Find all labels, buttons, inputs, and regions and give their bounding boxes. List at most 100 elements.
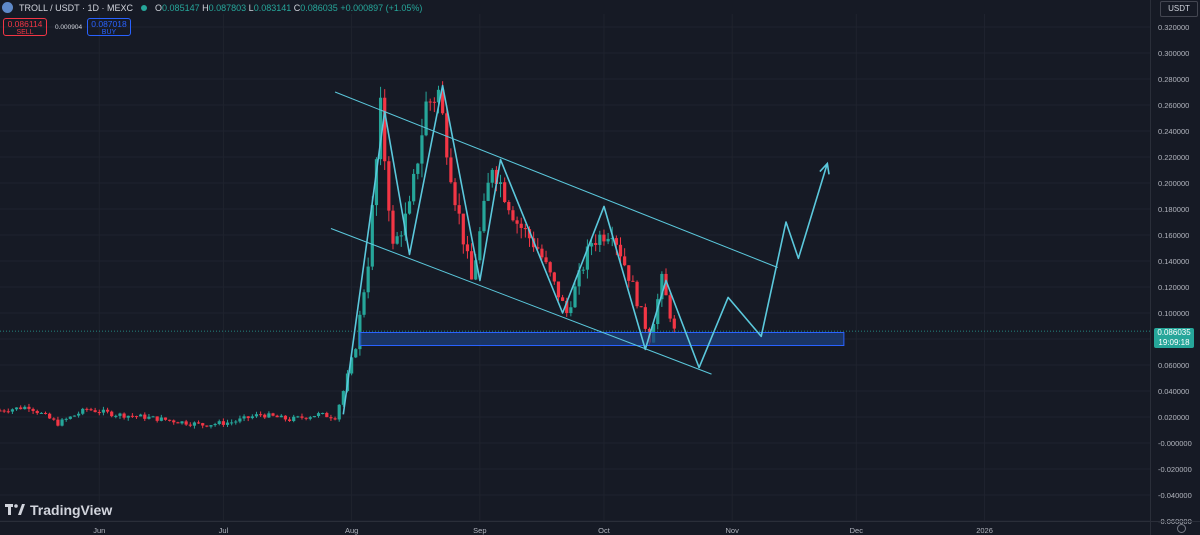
candle-body <box>250 416 254 419</box>
candle-body <box>623 256 627 266</box>
arrow-head <box>819 161 830 175</box>
candle-body <box>627 265 631 281</box>
candle-body <box>163 417 168 420</box>
time-axis[interactable]: Jun Jul Aug Sep Oct Nov Dec 2026 <box>0 521 1200 535</box>
candle-body <box>217 421 221 425</box>
candle-body <box>383 97 387 162</box>
ohlc-values: O0.085147 H0.087803 L0.083141 C0.086035 … <box>155 3 422 13</box>
candle-body <box>589 243 594 247</box>
candle-body <box>201 423 205 426</box>
candle-body <box>76 413 81 416</box>
time-tick-label: 2026 <box>976 526 993 535</box>
candle-body <box>172 420 176 423</box>
candle-body <box>416 163 420 174</box>
time-tick-label: Sep <box>473 526 486 535</box>
candle-body <box>412 173 416 202</box>
candle-body <box>43 412 48 414</box>
candle-body <box>573 286 577 308</box>
candle-body <box>279 415 283 418</box>
candle-body <box>523 227 527 230</box>
chart-settings-icon[interactable] <box>1177 524 1186 533</box>
time-tick-label: Aug <box>345 526 358 535</box>
price-axis[interactable]: 0.320000 0.300000 0.280000 0.260000 0.240000… <box>1150 0 1192 535</box>
candle-body <box>395 236 399 244</box>
candle-body <box>424 101 428 136</box>
candle-body <box>552 272 556 282</box>
buy-button[interactable]: 0.087018 BUY <box>87 18 131 36</box>
candle-body <box>585 246 590 270</box>
candle-body <box>503 182 507 202</box>
candle-body <box>581 269 585 271</box>
candle-body <box>151 416 155 418</box>
candle-body <box>176 422 180 424</box>
chart-grid <box>0 14 1150 522</box>
candle-body <box>407 201 412 214</box>
candle-body <box>660 273 664 300</box>
price-tick-label: 0.300000 <box>1158 49 1189 58</box>
candle-body <box>445 113 449 158</box>
candle-body <box>602 234 606 242</box>
candle-body <box>350 357 354 374</box>
candle-body <box>52 418 56 420</box>
sell-button[interactable]: 0.086114 SELL <box>3 18 47 36</box>
candle-body <box>213 424 217 426</box>
candle-body <box>478 231 482 261</box>
sell-label: SELL <box>16 29 34 36</box>
candle-body <box>292 416 296 421</box>
spread-value: 0.000904 <box>55 24 83 31</box>
tradingview-logo-icon <box>5 504 25 515</box>
candle-body <box>618 244 623 257</box>
candle-body <box>221 421 225 425</box>
price-tick-label: 0.200000 <box>1158 179 1189 188</box>
price-tick-label: 0.120000 <box>1158 283 1189 292</box>
price-tick-label: 0.220000 <box>1158 153 1189 162</box>
buy-price: 0.087018 <box>91 19 127 29</box>
candle-body <box>122 413 126 418</box>
price-tick-label: 0.180000 <box>1158 205 1189 214</box>
candle-body <box>296 416 300 418</box>
brand-name: TradingView <box>30 502 113 518</box>
candle-body <box>6 411 10 413</box>
candle-body <box>457 205 461 214</box>
candle-body <box>139 414 143 417</box>
chart-drawings <box>0 84 1150 415</box>
candle-body <box>461 213 465 245</box>
candle-body <box>168 419 172 421</box>
candle-body <box>93 410 97 413</box>
candle-body <box>569 307 573 314</box>
symbol-title[interactable]: TROLL / USDT · 1D · MEXC <box>19 2 134 13</box>
candle-body <box>519 223 523 228</box>
candle-body <box>527 229 532 239</box>
candle-body <box>263 414 267 418</box>
candle-body <box>242 416 246 419</box>
candle-body <box>180 421 184 424</box>
candlestick-series <box>0 81 676 429</box>
currency-selector[interactable]: USDT <box>1160 1 1198 17</box>
candle-body <box>511 210 515 221</box>
price-tick-label: 0.240000 <box>1158 127 1189 136</box>
candle-body <box>130 415 134 417</box>
high-label: H <box>202 2 209 13</box>
candle-body <box>556 281 561 298</box>
candle-body <box>354 349 358 358</box>
candle-body <box>105 409 110 412</box>
candle-body <box>362 292 366 315</box>
candle-body <box>544 257 548 263</box>
candle-body <box>35 410 39 414</box>
candle-body <box>184 421 188 425</box>
candle-body <box>39 412 43 414</box>
candle-body <box>664 273 668 296</box>
candle-body <box>366 266 370 293</box>
candle-body <box>283 415 288 420</box>
candle-body <box>387 161 391 211</box>
tradingview-logo[interactable]: TradingView <box>5 502 112 518</box>
time-tick-label: Nov <box>726 526 740 535</box>
candle-body <box>27 406 31 409</box>
candle-body <box>312 416 316 418</box>
candle-body <box>97 412 101 414</box>
candle-body <box>370 205 374 267</box>
candle-body <box>85 408 89 410</box>
candle-body <box>321 412 325 414</box>
time-tick-label: Jul <box>219 526 229 535</box>
